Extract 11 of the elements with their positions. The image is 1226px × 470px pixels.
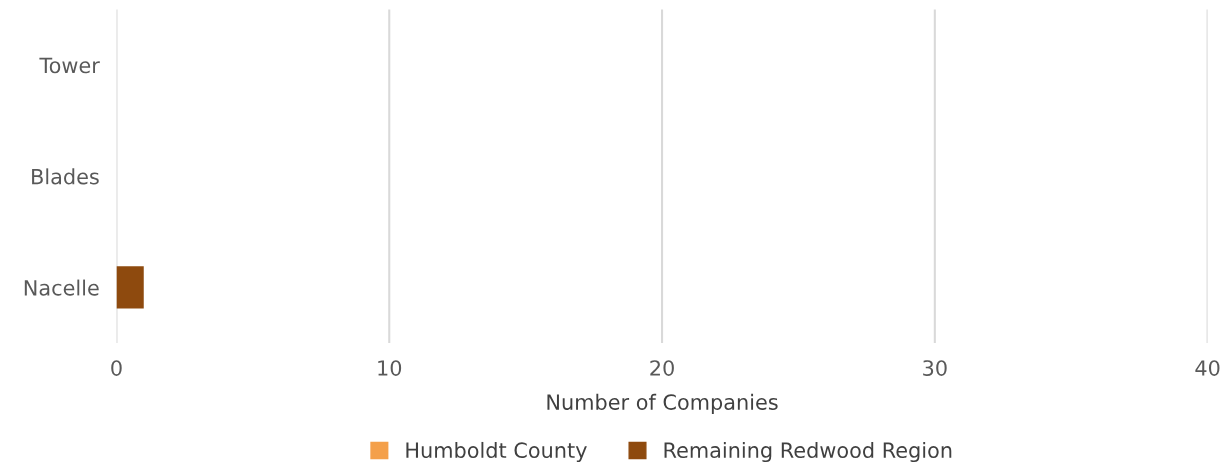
x-tick-label: 20: [650, 360, 674, 376]
y-tick-label: Nacelle: [24, 279, 99, 296]
legend-label: Humboldt County: [406, 441, 587, 463]
x-tick-label: 0: [111, 360, 122, 376]
y-tick-label: Blades: [32, 168, 99, 185]
x-tick-label: 40: [1195, 360, 1220, 376]
x-tick-label: 30: [923, 360, 947, 376]
y-tick-label: Tower: [39, 57, 100, 74]
x-axis-title: Number of Companies: [547, 393, 778, 414]
x-tick-label: 10: [378, 360, 402, 376]
legend-label: Remaining Redwood Region: [664, 441, 952, 463]
